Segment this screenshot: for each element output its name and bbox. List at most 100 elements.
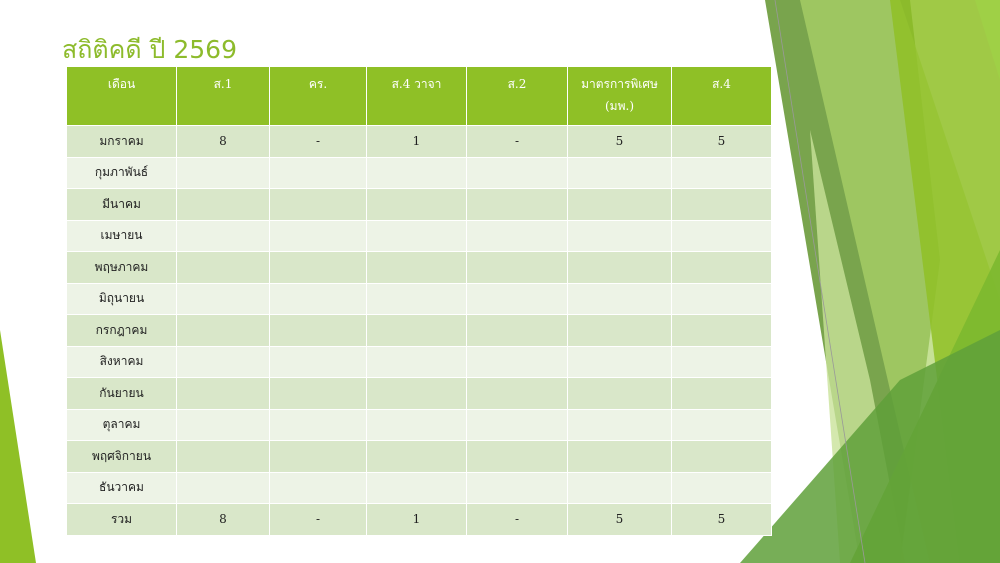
value-cell <box>466 377 568 410</box>
month-cell: มีนาคม <box>66 188 177 221</box>
value-cell <box>671 408 772 441</box>
value-cell <box>269 219 367 252</box>
value-cell <box>176 377 270 410</box>
month-cell: ธันวาคม <box>66 471 177 504</box>
value-cell <box>466 251 568 284</box>
table-row: กุมภาพันธ์ <box>66 156 772 189</box>
value-cell <box>366 377 467 410</box>
value-cell <box>269 408 367 441</box>
value-cell <box>269 377 367 410</box>
value-cell <box>366 219 467 252</box>
value-cell <box>567 440 672 473</box>
month-cell: กุมภาพันธ์ <box>66 156 177 189</box>
value-cell <box>671 156 772 189</box>
column-header: เดือน <box>66 66 177 126</box>
value-cell <box>466 440 568 473</box>
value-cell <box>567 156 672 189</box>
table-row: มกราคม 8-1-5 5 <box>66 125 772 158</box>
value-cell <box>269 282 367 315</box>
table-row: พฤศจิกายน <box>66 440 772 473</box>
value-cell <box>567 377 672 410</box>
month-cell: มกราคม <box>66 125 177 158</box>
value-cell <box>269 314 367 347</box>
value-cell: 5 <box>671 125 772 158</box>
value-cell <box>466 156 568 189</box>
table-row: ธันวาคม <box>66 471 772 504</box>
table-row: ตุลาคม <box>66 408 772 441</box>
month-cell: สิงหาคม <box>66 345 177 378</box>
value-cell <box>176 251 270 284</box>
column-header: มาตรการพิเศษ (มพ.) <box>567 66 672 126</box>
value-cell <box>366 251 467 284</box>
column-header: คร. <box>269 66 367 126</box>
table-row: สิงหาคม <box>66 345 772 378</box>
value-cell <box>466 282 568 315</box>
value-cell <box>567 345 672 378</box>
value-cell: 1 <box>366 125 467 158</box>
value-cell <box>671 377 772 410</box>
value-cell <box>671 282 772 315</box>
value-cell: - <box>269 503 367 536</box>
value-cell <box>176 314 270 347</box>
month-cell: เมษายน <box>66 219 177 252</box>
month-cell: พฤษภาคม <box>66 251 177 284</box>
value-cell <box>366 440 467 473</box>
value-cell <box>269 251 367 284</box>
statistics-table: เดือน ส.1 คร. ส.4 วาจา ส.2 มาตรการพิเศษ (มพ.)… <box>66 66 772 536</box>
table-header-row: เดือน ส.1 คร. ส.4 วาจา ส.2 มาตรการพิเศษ (มพ.)… <box>66 66 772 126</box>
value-cell <box>366 156 467 189</box>
column-header: ส.2 <box>466 66 568 126</box>
value-cell <box>176 440 270 473</box>
table-row: พฤษภาคม <box>66 251 772 284</box>
value-cell <box>567 314 672 347</box>
value-cell: 1 <box>366 503 467 536</box>
value-cell <box>466 219 568 252</box>
month-cell: มิถุนายน <box>66 282 177 315</box>
value-cell <box>671 471 772 504</box>
value-cell <box>567 188 672 221</box>
value-cell <box>366 188 467 221</box>
value-cell <box>671 219 772 252</box>
value-cell <box>567 408 672 441</box>
value-cell: - <box>269 125 367 158</box>
value-cell: 8 <box>176 503 270 536</box>
value-cell: 5 <box>567 125 672 158</box>
column-header: ส.4 วาจา <box>366 66 467 126</box>
value-cell <box>269 471 367 504</box>
value-cell: 5 <box>567 503 672 536</box>
column-header: ส.4 <box>671 66 772 126</box>
value-cell <box>671 251 772 284</box>
value-cell: - <box>466 125 568 158</box>
value-cell <box>366 282 467 315</box>
value-cell <box>466 408 568 441</box>
table-row: กรกฎาคม <box>66 314 772 347</box>
month-cell: กันยายน <box>66 377 177 410</box>
table-row: มีนาคม <box>66 188 772 221</box>
value-cell <box>176 345 270 378</box>
value-cell: 5 <box>671 503 772 536</box>
column-header: ส.1 <box>176 66 270 126</box>
value-cell <box>466 314 568 347</box>
value-cell <box>366 345 467 378</box>
value-cell <box>269 188 367 221</box>
value-cell: - <box>466 503 568 536</box>
value-cell <box>466 345 568 378</box>
month-cell: รวม <box>66 503 177 536</box>
value-cell <box>366 314 467 347</box>
value-cell <box>176 188 270 221</box>
value-cell <box>176 408 270 441</box>
table-row: กันยายน <box>66 377 772 410</box>
value-cell <box>269 156 367 189</box>
value-cell <box>671 314 772 347</box>
value-cell <box>567 251 672 284</box>
value-cell <box>567 282 672 315</box>
value-cell <box>176 471 270 504</box>
value-cell <box>366 471 467 504</box>
month-cell: พฤศจิกายน <box>66 440 177 473</box>
value-cell <box>466 188 568 221</box>
month-cell: ตุลาคม <box>66 408 177 441</box>
value-cell <box>176 156 270 189</box>
value-cell <box>671 345 772 378</box>
table-row: มิถุนายน <box>66 282 772 315</box>
